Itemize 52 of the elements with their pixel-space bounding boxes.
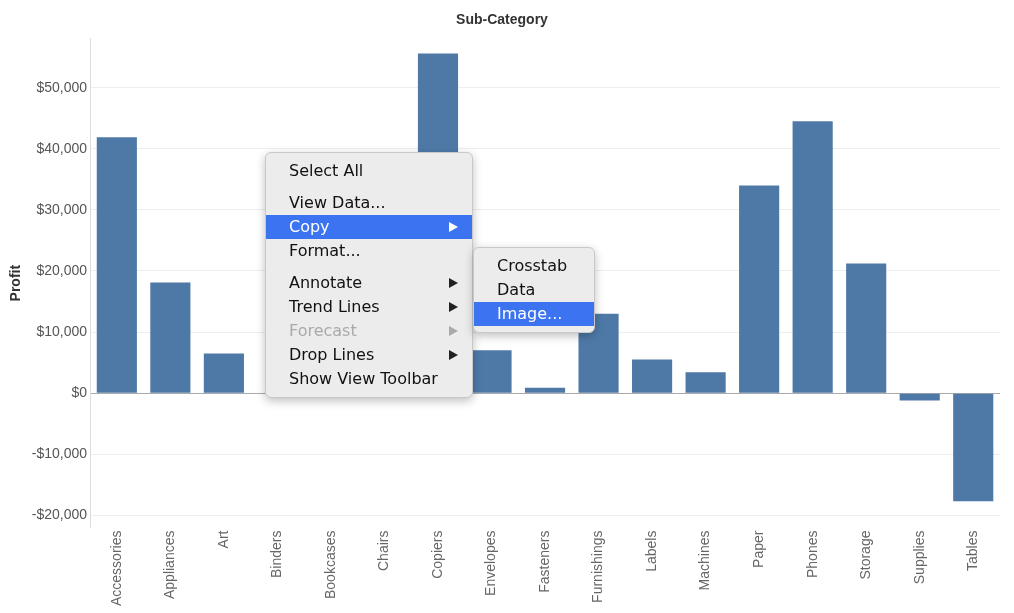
x-tick-label: Accessories [107, 530, 124, 606]
x-tick-label: Phones [803, 530, 820, 579]
bar [632, 359, 673, 393]
x-tick-label: Paper [750, 530, 766, 568]
y-axis-title: Profit [7, 264, 24, 302]
bar [953, 393, 994, 502]
x-tick-label: Copiers [428, 530, 445, 579]
x-tick-label: Fasteners [535, 530, 552, 593]
annotation: Forecast [289, 321, 357, 340]
bar [792, 121, 833, 393]
annotation: Select All [289, 161, 364, 180]
x-tick-label: Envelopes [482, 530, 499, 596]
y-tick-label: -$20,000 [31, 506, 88, 523]
bar [846, 263, 887, 393]
x-tick-label: Tables [964, 530, 981, 571]
annotation: View Data... [289, 193, 386, 212]
annotation: Data [497, 280, 536, 299]
y-tick-label: -$10,000 [31, 445, 88, 462]
y-tick-label: $0 [71, 383, 88, 400]
x-tick-label: Binders [268, 530, 285, 578]
y-tick-label: $50,000 [36, 78, 88, 95]
bar [685, 372, 726, 393]
submenu: Crosstab Data Image... [473, 247, 595, 333]
annotation: Image... [497, 304, 563, 323]
x-tick-label: Storage [857, 530, 874, 580]
x-tick-label: Art [214, 530, 231, 549]
bar [578, 313, 619, 393]
bar [739, 185, 780, 393]
bar [203, 353, 244, 393]
bar [524, 387, 566, 393]
x-tick-label: Supplies [910, 530, 927, 585]
x-tick-label: Machines [696, 530, 713, 591]
chart-title: Sub-Category [456, 11, 549, 28]
y-tick-label: $40,000 [36, 139, 88, 156]
annotation: Annotate [289, 273, 363, 292]
annotation: Crosstab [497, 256, 568, 275]
y-tick-label: $10,000 [36, 322, 88, 339]
x-tick-label: Bookcases [321, 530, 338, 600]
bar [96, 137, 137, 393]
annotation: Copy [289, 217, 330, 236]
x-tick-label: Chairs [375, 530, 392, 571]
bar [150, 282, 191, 393]
annotation: Show View Toolbar [289, 369, 438, 388]
annotation: Trend Lines [289, 297, 380, 316]
annotation: Format... [289, 241, 361, 260]
x-tick-label: Furnishings [589, 530, 606, 603]
x-tick-label: Labels [642, 530, 659, 572]
y-tick-label: $30,000 [36, 200, 88, 217]
bar [471, 350, 512, 393]
annotation: Drop Lines [289, 345, 375, 364]
y-tick-label: $20,000 [36, 261, 88, 278]
x-tick-label: Appliances [161, 530, 178, 600]
